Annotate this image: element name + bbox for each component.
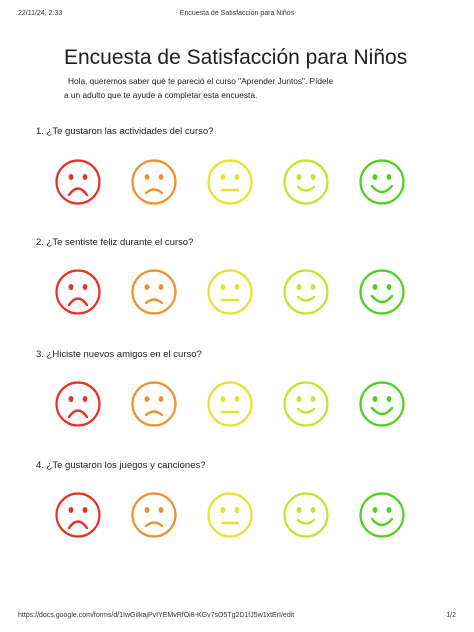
very-happy-face-icon[interactable] bbox=[358, 380, 406, 428]
form-title: Encuesta de Satisfacción para Niños bbox=[64, 46, 408, 69]
very-sad-face-icon[interactable] bbox=[54, 158, 102, 206]
print-url: https://docs.google.com/forms/d/1IwGiIka… bbox=[18, 612, 295, 619]
form-description: Hola, queremos saber qué te pareció el c… bbox=[64, 74, 394, 102]
print-header: 22/11/24, 2:33 Encuesta de Satisfacción … bbox=[0, 10, 474, 22]
question-4-label: 4. ¿Te gustaron los juegos y canciones? bbox=[36, 460, 206, 471]
sad-face-icon[interactable] bbox=[130, 380, 178, 428]
question-2-rating bbox=[0, 268, 474, 328]
question-1-rating bbox=[0, 158, 474, 218]
sad-face-icon[interactable] bbox=[130, 268, 178, 316]
question-4-rating bbox=[0, 491, 474, 551]
happy-face-icon[interactable] bbox=[282, 268, 330, 316]
very-happy-face-icon[interactable] bbox=[358, 158, 406, 206]
print-doc-title: Encuesta de Satisfacción para Niños bbox=[179, 10, 295, 17]
question-3-label: 3. ¿Hiciste nuevos amigos en el curso? bbox=[36, 349, 202, 360]
neutral-face-icon[interactable] bbox=[206, 158, 254, 206]
neutral-face-icon[interactable] bbox=[206, 491, 254, 539]
question-1-label: 1. ¿Te gustaron las actividades del curs… bbox=[36, 126, 214, 137]
neutral-face-icon[interactable] bbox=[206, 380, 254, 428]
very-happy-face-icon[interactable] bbox=[358, 268, 406, 316]
sad-face-icon[interactable] bbox=[130, 491, 178, 539]
form-description-line-1: Hola, queremos saber qué te pareció el c… bbox=[68, 76, 334, 86]
very-sad-face-icon[interactable] bbox=[54, 380, 102, 428]
question-2-label: 2. ¿Te sentiste feliz durante el curso? bbox=[36, 237, 194, 248]
form-description-line-2: a un adulto que te ayude a completar est… bbox=[64, 90, 258, 100]
happy-face-icon[interactable] bbox=[282, 380, 330, 428]
happy-face-icon[interactable] bbox=[282, 491, 330, 539]
neutral-face-icon[interactable] bbox=[206, 268, 254, 316]
question-3-rating bbox=[0, 380, 474, 440]
very-sad-face-icon[interactable] bbox=[54, 268, 102, 316]
print-date: 22/11/24, 2:33 bbox=[18, 10, 63, 17]
sad-face-icon[interactable] bbox=[130, 158, 178, 206]
happy-face-icon[interactable] bbox=[282, 158, 330, 206]
very-happy-face-icon[interactable] bbox=[358, 491, 406, 539]
very-sad-face-icon[interactable] bbox=[54, 491, 102, 539]
page-number: 1/2 bbox=[446, 612, 456, 619]
